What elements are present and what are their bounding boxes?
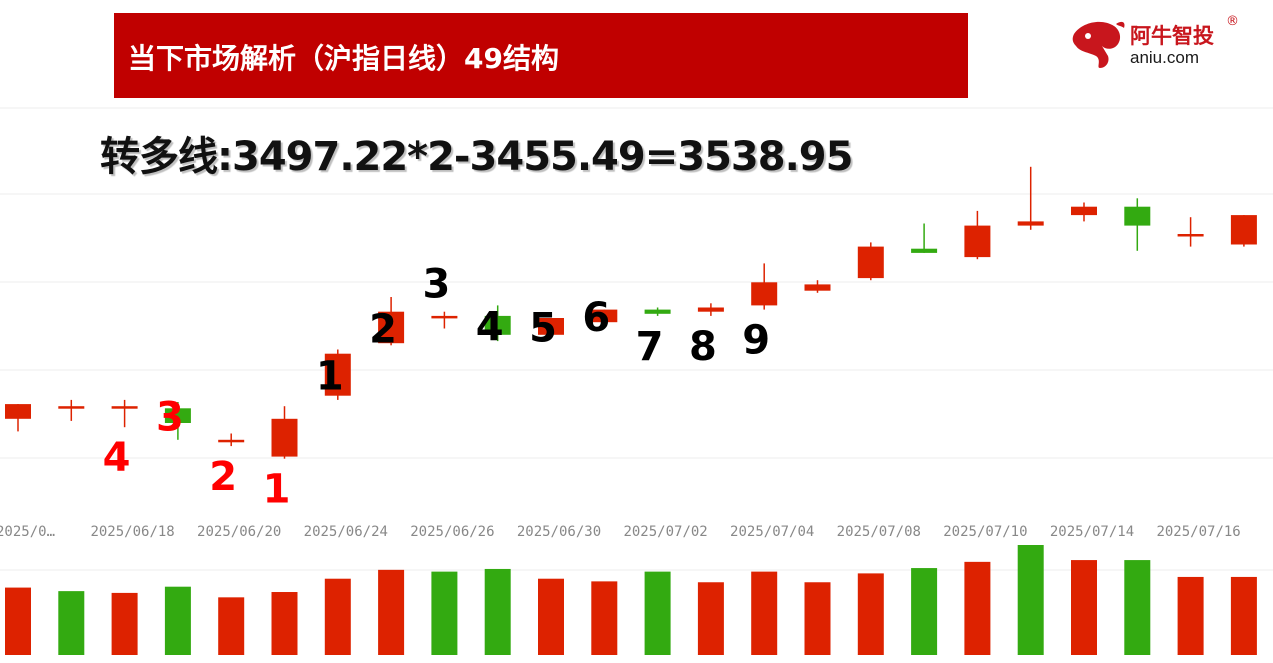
wave-label: 1 bbox=[263, 467, 291, 513]
candle-body bbox=[324, 353, 351, 396]
volume-layer bbox=[5, 545, 1257, 655]
volume-bar bbox=[111, 592, 138, 655]
wave-label: 5 bbox=[529, 305, 557, 351]
candle-body bbox=[697, 307, 724, 312]
banner-title: 当下市场解析（沪指日线）49结构 bbox=[128, 42, 559, 75]
volume-bar bbox=[1124, 560, 1151, 655]
volume-bar bbox=[218, 597, 245, 655]
date-tick-label: 2025/06/26 bbox=[410, 524, 494, 540]
volume-bar bbox=[911, 568, 938, 655]
date-tick-label: 2025/0… bbox=[0, 524, 55, 540]
candle-body bbox=[484, 315, 511, 335]
candle-body bbox=[218, 439, 245, 443]
candle-body bbox=[431, 315, 458, 319]
candle-body bbox=[271, 418, 298, 457]
volume-bar bbox=[324, 578, 351, 655]
volume-bar bbox=[964, 561, 991, 655]
candle-body bbox=[644, 309, 671, 314]
wave-label: 7 bbox=[636, 324, 664, 370]
candle-body bbox=[804, 284, 831, 291]
wave-label: 3 bbox=[422, 262, 450, 308]
candle-body bbox=[857, 246, 884, 279]
date-tick-label: 2025/06/30 bbox=[517, 524, 601, 540]
wave-label: 4 bbox=[103, 435, 131, 481]
candle-body bbox=[1124, 206, 1151, 226]
date-tick-label: 2025/06/18 bbox=[90, 524, 174, 540]
wave-label: 3 bbox=[156, 395, 184, 441]
candle-body bbox=[1177, 234, 1204, 237]
date-tick-label: 2025/06/24 bbox=[304, 524, 388, 540]
wave-label: 9 bbox=[742, 318, 770, 364]
volume-bar bbox=[644, 571, 671, 655]
candle-body bbox=[111, 406, 138, 409]
volume-bar bbox=[591, 581, 618, 655]
brand-logo[interactable]: 阿牛智投 ® aniu.com bbox=[1068, 14, 1268, 74]
candle-body bbox=[164, 408, 191, 423]
volume-bar bbox=[58, 591, 85, 655]
logo-text-cn: 阿牛智投 bbox=[1130, 24, 1214, 48]
volume-bar bbox=[751, 571, 778, 655]
volume-bar bbox=[1017, 545, 1044, 655]
date-tick-label: 2025/07/16 bbox=[1156, 524, 1240, 540]
volume-bar bbox=[431, 571, 458, 655]
volume-bar bbox=[271, 592, 298, 655]
wave-label: 2 bbox=[209, 454, 237, 500]
wave-label: 8 bbox=[689, 324, 717, 370]
turning-line-formula: 转多线:3497.22*2-3455.49=3538.95 bbox=[100, 134, 853, 180]
date-tick-label: 2025/06/20 bbox=[197, 524, 281, 540]
candle-body bbox=[1071, 206, 1097, 216]
candle-body bbox=[378, 311, 405, 344]
bull-head-icon bbox=[1072, 21, 1125, 68]
volume-bar bbox=[1177, 576, 1204, 655]
volume-bar bbox=[484, 568, 511, 655]
volume-bar bbox=[164, 586, 191, 655]
candles-layer bbox=[5, 166, 1257, 459]
candle-body bbox=[58, 406, 85, 409]
date-axis: 2025/0… 2025/06/18 2025/06/20 2025/06/24 202… bbox=[0, 524, 1241, 540]
candle-body bbox=[5, 404, 31, 419]
candle-body bbox=[591, 309, 618, 323]
volume-bar bbox=[1071, 560, 1097, 655]
date-tick-label: 2025/07/04 bbox=[730, 524, 814, 540]
date-tick-label: 2025/07/14 bbox=[1050, 524, 1134, 540]
volume-bar bbox=[1230, 576, 1257, 655]
volume-bar bbox=[697, 582, 724, 655]
volume-bar bbox=[378, 569, 405, 655]
title-banner: 当下市场解析（沪指日线）49结构 bbox=[114, 13, 968, 98]
grid-lines bbox=[0, 107, 1273, 571]
wave-label: 1 bbox=[316, 354, 344, 400]
date-tick-label: 2025/07/10 bbox=[943, 524, 1027, 540]
candle-body bbox=[911, 248, 938, 253]
candle-body bbox=[964, 225, 991, 258]
wave-label: 4 bbox=[476, 304, 504, 350]
wave-label: 2 bbox=[369, 306, 397, 352]
wave-label: 6 bbox=[582, 295, 610, 341]
date-tick-label: 2025/07/02 bbox=[623, 524, 707, 540]
candle-body bbox=[538, 318, 564, 335]
volume-bar bbox=[5, 587, 31, 655]
volume-bar bbox=[857, 573, 884, 655]
registered-mark: ® bbox=[1226, 14, 1239, 29]
candle-body bbox=[751, 282, 778, 306]
volume-bar bbox=[538, 578, 564, 655]
volume-bar bbox=[804, 582, 831, 655]
logo-text-en: aniu.com bbox=[1130, 48, 1199, 67]
date-tick-label: 2025/07/08 bbox=[837, 524, 921, 540]
candle-body bbox=[1230, 215, 1257, 245]
candle-body bbox=[1017, 221, 1044, 226]
